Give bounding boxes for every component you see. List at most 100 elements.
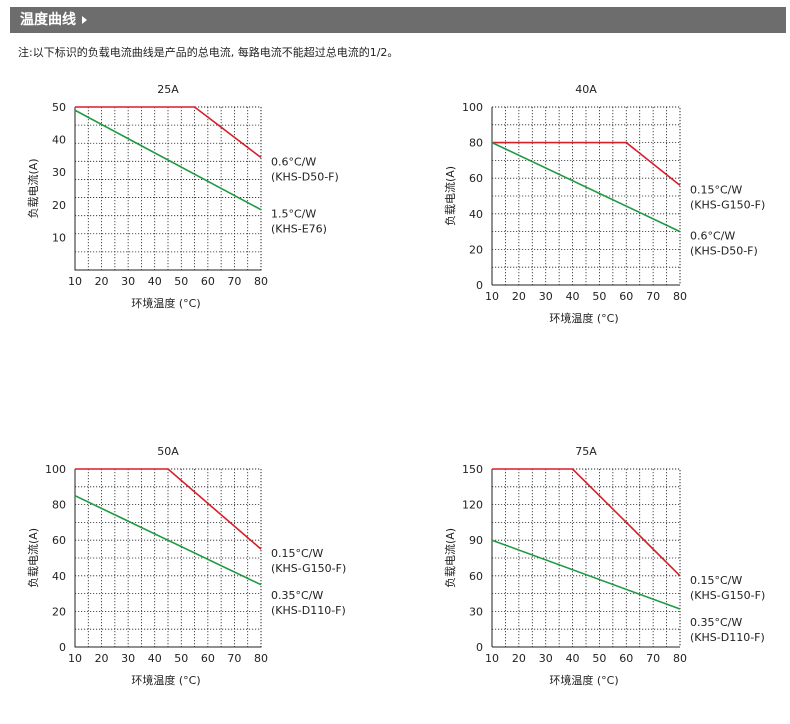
- x-tick-label: 70: [227, 652, 241, 665]
- chart-title: 25A: [157, 83, 179, 96]
- series-label: 0.15°C/W: [271, 547, 323, 560]
- x-tick-label: 40: [148, 652, 162, 665]
- x-tick-label: 30: [539, 290, 553, 303]
- series-label: (KHS-D50-F): [690, 245, 758, 258]
- x-tick-label: 80: [254, 652, 268, 665]
- series-label: 0.15°C/W: [690, 574, 742, 587]
- series-label: 0.6°C/W: [271, 156, 316, 169]
- x-tick-label: 60: [201, 275, 215, 288]
- x-tick-label: 40: [566, 652, 580, 665]
- x-tick-label: 70: [646, 290, 660, 303]
- series-line-red: [75, 468, 262, 550]
- series-line-red: [492, 141, 681, 186]
- y-tick-label: 50: [52, 101, 66, 114]
- y-axis-label: 负载电流(A): [443, 166, 457, 226]
- y-tick-label: 0: [59, 641, 66, 654]
- x-tick-label: 50: [174, 652, 188, 665]
- chart-title: 40A: [575, 83, 597, 96]
- series-line-red: [75, 106, 262, 159]
- series-label: 0.15°C/W: [690, 183, 742, 196]
- y-tick-label: 100: [462, 101, 483, 114]
- section-header: 温度曲线: [10, 7, 786, 33]
- y-tick-label: 80: [469, 137, 483, 150]
- series-line-green: [74, 109, 262, 211]
- series-line-green: [491, 141, 681, 233]
- y-tick-label: 60: [52, 534, 66, 547]
- x-tick-label: 60: [619, 290, 633, 303]
- y-axis-label: 负载电流(A): [26, 528, 40, 588]
- y-tick-label: 0: [476, 641, 483, 654]
- x-tick-label: 40: [148, 275, 162, 288]
- x-tick-label: 60: [201, 652, 215, 665]
- x-tick-label: 10: [68, 275, 82, 288]
- x-axis-label: 环境温度 (°C): [549, 311, 618, 325]
- x-tick-label: 80: [254, 275, 268, 288]
- grid: [75, 107, 261, 270]
- y-tick-label: 30: [469, 605, 483, 618]
- section-title: 温度曲线: [20, 12, 76, 28]
- y-tick-label: 60: [469, 570, 483, 583]
- y-tick-label: 80: [52, 499, 66, 512]
- y-tick-label: 0: [476, 279, 483, 292]
- series-label: 0.35°C/W: [271, 589, 323, 602]
- x-tick-label: 30: [121, 652, 135, 665]
- x-tick-label: 50: [592, 652, 606, 665]
- series-line-green: [74, 494, 262, 586]
- x-tick-label: 20: [512, 652, 526, 665]
- series-line-red: [492, 468, 681, 577]
- y-tick-label: 20: [52, 199, 66, 212]
- x-tick-label: 30: [121, 275, 135, 288]
- x-tick-label: 20: [95, 275, 109, 288]
- series-line-green: [491, 539, 681, 610]
- x-tick-label: 60: [619, 652, 633, 665]
- note-text: 注:以下标识的负载电流曲线是产品的总电流, 每路电流不能超过总电流的1/2。: [18, 46, 399, 59]
- series-label: (KHS-E76): [271, 223, 327, 236]
- y-tick-label: 40: [52, 134, 66, 147]
- y-axis-label: 负载电流(A): [26, 158, 40, 218]
- x-axis-label: 环境温度 (°C): [131, 296, 200, 310]
- chart-title: 50A: [157, 445, 179, 458]
- y-tick-label: 100: [45, 463, 66, 476]
- series-label: (KHS-G150-F): [690, 198, 765, 211]
- y-tick-label: 10: [52, 231, 66, 244]
- y-axis-label: 负载电流(A): [443, 528, 457, 588]
- x-tick-label: 10: [485, 290, 499, 303]
- series-label: 1.5°C/W: [271, 208, 316, 221]
- chevron-right-icon: [82, 16, 87, 24]
- y-tick-label: 20: [52, 605, 66, 618]
- series-label: (KHS-G150-F): [690, 589, 765, 602]
- x-tick-label: 70: [646, 652, 660, 665]
- x-tick-label: 30: [539, 652, 553, 665]
- x-tick-label: 10: [485, 652, 499, 665]
- y-tick-label: 30: [52, 166, 66, 179]
- x-tick-label: 80: [673, 290, 687, 303]
- grid: [492, 469, 680, 647]
- series-label: (KHS-D110-F): [690, 631, 765, 644]
- y-tick-label: 90: [469, 534, 483, 547]
- x-tick-label: 40: [566, 290, 580, 303]
- series-label: (KHS-D50-F): [271, 171, 339, 184]
- y-tick-label: 150: [462, 463, 483, 476]
- series-label: (KHS-D110-F): [271, 604, 346, 617]
- x-tick-label: 70: [227, 275, 241, 288]
- y-tick-label: 60: [469, 172, 483, 185]
- x-tick-label: 50: [592, 290, 606, 303]
- x-axis-label: 环境温度 (°C): [131, 673, 200, 687]
- y-tick-label: 40: [52, 570, 66, 583]
- series-label: (KHS-G150-F): [271, 562, 346, 575]
- series-label: 0.6°C/W: [690, 230, 735, 243]
- x-tick-label: 20: [512, 290, 526, 303]
- y-tick-label: 40: [469, 208, 483, 221]
- x-tick-label: 20: [95, 652, 109, 665]
- x-tick-label: 10: [68, 652, 82, 665]
- x-axis-label: 环境温度 (°C): [549, 673, 618, 687]
- series-label: 0.35°C/W: [690, 616, 742, 629]
- chart-title: 75A: [575, 445, 597, 458]
- y-tick-label: 120: [462, 499, 483, 512]
- y-tick-label: 20: [469, 243, 483, 256]
- x-tick-label: 80: [673, 652, 687, 665]
